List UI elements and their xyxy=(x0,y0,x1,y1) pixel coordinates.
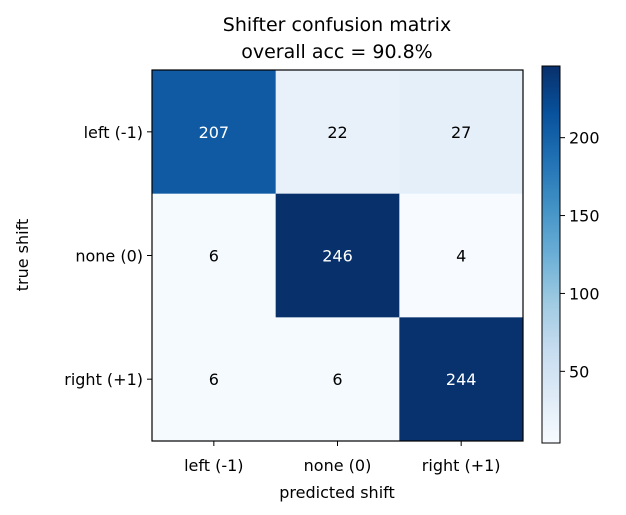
heatmap-cell xyxy=(399,70,524,195)
heatmap-cell-labels: 207 22 27 6 246 4 6 6 244 xyxy=(199,123,477,389)
colorbar xyxy=(541,65,561,444)
cell-value-label: 246 xyxy=(322,247,353,266)
x-tick-label: right (+1) xyxy=(422,456,501,475)
cell-value-label: 27 xyxy=(451,123,471,142)
cell-value-label: 244 xyxy=(446,370,477,389)
heatmap-cell xyxy=(275,70,400,195)
colorbar-tick-label: 150 xyxy=(569,207,600,226)
y-tick-label: right (+1) xyxy=(64,370,143,389)
heatmap-cell xyxy=(399,193,524,318)
colorbar-tick-label: 50 xyxy=(569,362,589,381)
cell-value-label: 6 xyxy=(209,247,219,266)
cell-value-label: 4 xyxy=(456,247,466,266)
y-tick-label: none (0) xyxy=(75,247,143,266)
cell-value-label: 22 xyxy=(327,123,347,142)
y-tick-label: left (-1) xyxy=(84,123,143,142)
x-axis-ticks: left (-1) none (0) right (+1) xyxy=(184,441,501,475)
colorbar-tick-label: 200 xyxy=(569,129,600,148)
heatmap-cell xyxy=(399,317,524,442)
heatmap-cell xyxy=(275,317,400,442)
x-tick-label: left (-1) xyxy=(184,456,243,475)
cell-value-label: 6 xyxy=(332,370,342,389)
x-axis-label: predicted shift xyxy=(279,483,395,502)
cell-value-label: 6 xyxy=(209,370,219,389)
cell-value-label: 207 xyxy=(199,123,230,142)
colorbar-ticks: 50 100 150 200 xyxy=(560,129,600,381)
x-tick-label: none (0) xyxy=(304,456,372,475)
heatmap-cell xyxy=(152,317,277,442)
chart-subtitle: overall acc = 90.8% xyxy=(241,41,433,63)
y-axis-label: true shift xyxy=(13,219,32,291)
heatmap-cell xyxy=(275,193,400,318)
heatmap-cell xyxy=(152,70,277,195)
y-axis-ticks: left (-1) none (0) right (+1) xyxy=(64,123,152,389)
colorbar-tick-label: 100 xyxy=(569,284,600,303)
chart-title: Shifter confusion matrix xyxy=(223,14,451,36)
heatmap-cell xyxy=(152,193,277,318)
heatmap-cells xyxy=(152,70,524,442)
